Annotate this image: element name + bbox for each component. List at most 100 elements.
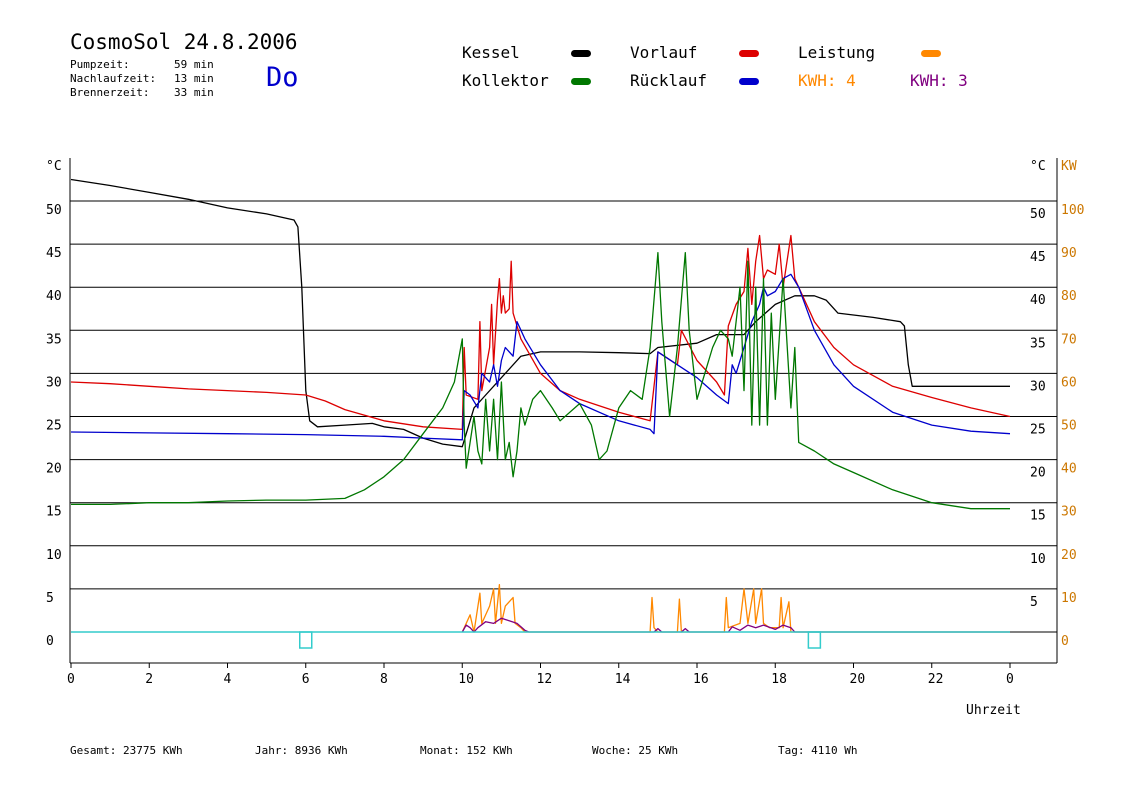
y-tick-label-right-power: 60 xyxy=(1061,375,1077,390)
footer-monat: Monat: 152 KWh xyxy=(420,744,513,757)
legend-ruecklauf: Rücklauf xyxy=(630,71,708,90)
x-tick-label: 10 xyxy=(458,672,474,687)
x-tick-label: 16 xyxy=(693,672,709,687)
y-tick-label-left: 25 xyxy=(46,419,62,434)
x-axis-label: Uhrzeit xyxy=(966,703,1021,718)
y-tick-label-left: 0 xyxy=(46,634,54,649)
y-tick-label-right-temp: 10 xyxy=(1030,552,1046,567)
x-tick-label: 20 xyxy=(850,672,866,687)
stat-value: 59 min xyxy=(174,58,214,71)
y-tick-label-right-power: 0 xyxy=(1061,634,1069,649)
pump-marker xyxy=(807,631,822,649)
stat-label: Nachlaufzeit: xyxy=(70,72,157,85)
y-tick-label-left: 50 xyxy=(46,203,62,218)
footer-value: 152 KWh xyxy=(466,744,513,757)
series-line-leistung xyxy=(461,583,1010,633)
y-tick-label-right-power: 70 xyxy=(1061,332,1077,347)
legend-ruecklauf-swatch xyxy=(739,78,759,85)
footer-tag: Tag: 4110 Wh xyxy=(778,744,857,757)
stat-value: 33 min xyxy=(174,86,214,99)
x-tick-label: 0 xyxy=(67,672,75,687)
footer-label: Gesamt: xyxy=(70,744,117,757)
footer-value: 23775 KWh xyxy=(122,744,183,757)
y-tick-label-right-temp: 35 xyxy=(1030,336,1046,351)
y-tick-label-right-power: 30 xyxy=(1061,505,1077,520)
y-tick-label-right-power: 10 xyxy=(1061,591,1077,606)
y-tick-label-left: 10 xyxy=(46,548,62,563)
tick-labels: 0 2 4 6 8 10 12 14 16 18 20 22 005101520253035404550… xyxy=(46,203,1084,687)
weekday-label: Do xyxy=(266,62,299,93)
y-tick-label-left: 45 xyxy=(46,246,62,261)
footer-value: 8936 KWh xyxy=(294,744,348,757)
axes xyxy=(69,158,1058,664)
y-tick-label-right-temp: 40 xyxy=(1030,293,1046,308)
y-tick-label-right-temp: 20 xyxy=(1030,466,1046,481)
x-tick-label: 4 xyxy=(224,672,232,687)
y-tick-label-right-temp: 25 xyxy=(1030,423,1046,438)
y-axis-label-left: °C xyxy=(46,159,62,174)
footer-woche: Woche: 25 KWh xyxy=(592,744,678,757)
legend-kessel-swatch xyxy=(571,50,591,57)
legend-kwh-purple: KWH: 3 xyxy=(910,71,968,90)
legend-vorlauf: Vorlauf xyxy=(630,43,698,62)
footer-value: 25 KWh xyxy=(638,744,679,757)
y-tick-label-right-power: 100 xyxy=(1061,203,1084,218)
y-tick-label-left: 40 xyxy=(46,289,62,304)
legend-leistung-swatch xyxy=(921,50,941,57)
x-tick-label: 14 xyxy=(615,672,631,687)
y-tick-label-right-temp: 45 xyxy=(1030,250,1046,265)
chart-title: CosmoSol 24.8.2006 xyxy=(70,30,298,54)
y-tick-label-right-power: 40 xyxy=(1061,462,1077,477)
footer-label: Monat: xyxy=(420,744,460,757)
stat-nachlaufzeit: Nachlaufzeit: 13 min xyxy=(70,72,214,85)
stat-label: Pumpzeit: xyxy=(70,58,130,71)
x-tick-label: 22 xyxy=(928,672,944,687)
y-tick-label-left: 20 xyxy=(46,462,62,477)
stat-value: 13 min xyxy=(174,72,214,85)
stat-pumpzeit: Pumpzeit: 59 min xyxy=(70,58,214,71)
legend-kollektor-swatch xyxy=(571,78,591,85)
footer-label: Jahr: xyxy=(255,744,289,757)
legend-leistung: Leistung xyxy=(798,43,876,62)
y-tick-label-left: 15 xyxy=(46,505,62,520)
series-line-kollektor xyxy=(71,252,1010,510)
series-line-ruecklauf xyxy=(70,273,1011,441)
legend-kessel: Kessel xyxy=(462,43,520,62)
y-tick-label-left: 5 xyxy=(46,591,54,606)
legend-kollektor: Kollektor xyxy=(462,71,549,90)
footer-label: Woche: xyxy=(592,744,632,757)
x-tick-label: 18 xyxy=(771,672,787,687)
footer-label: Tag: xyxy=(778,744,805,757)
y-tick-label-right-temp: 15 xyxy=(1030,509,1046,524)
y-tick-label-right-temp: 5 xyxy=(1030,595,1038,610)
y-tick-label-right-temp: 50 xyxy=(1030,207,1046,222)
y-tick-label-right-power: 20 xyxy=(1061,548,1077,563)
y-tick-label-left: 30 xyxy=(46,375,62,390)
legend-kwh-orange: KWH: 4 xyxy=(798,71,856,90)
stat-label: Brennerzeit: xyxy=(70,86,150,99)
y-tick-label-left: 35 xyxy=(46,332,62,347)
series-line-kessel xyxy=(70,178,1010,448)
x-tick-label: 0 xyxy=(1006,672,1014,687)
series-lines xyxy=(70,178,1011,633)
x-tick-label: 8 xyxy=(380,672,388,687)
x-tick-label: 12 xyxy=(537,672,553,687)
legend-vorlauf-swatch xyxy=(739,50,759,57)
pump-markers xyxy=(71,631,1010,649)
x-tick-label: 2 xyxy=(145,672,153,687)
y-axis-label-right-temp: °C xyxy=(1030,159,1046,174)
y-tick-label-right-power: 90 xyxy=(1061,246,1077,261)
series-line-vorlauf xyxy=(70,234,1011,431)
y-tick-label-right-power: 80 xyxy=(1061,289,1077,304)
stat-brennerzeit: Brennerzeit: 33 min xyxy=(70,86,214,99)
footer-jahr: Jahr: 8936 KWh xyxy=(255,744,348,757)
y-tick-label-right-power: 50 xyxy=(1061,419,1077,434)
y-tick-label-right-temp: 30 xyxy=(1030,379,1046,394)
x-tick-label: 6 xyxy=(302,672,310,687)
grid-lines xyxy=(70,200,1057,590)
pump-marker xyxy=(299,631,313,649)
footer-value: 4110 Wh xyxy=(811,744,858,757)
y-axis-label-right-power: KW xyxy=(1061,159,1077,174)
footer-gesamt: Gesamt: 23775 KWh xyxy=(70,744,183,757)
